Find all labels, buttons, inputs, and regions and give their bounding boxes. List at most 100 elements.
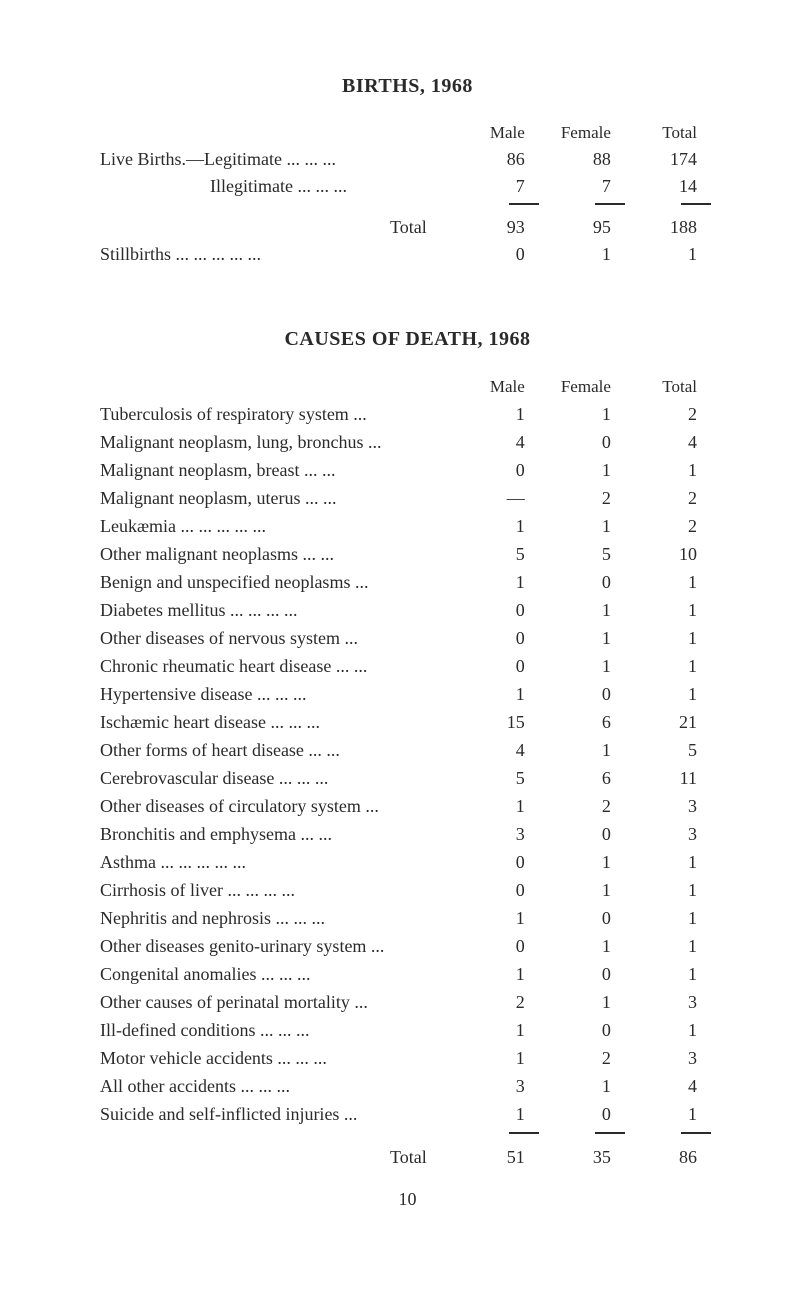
cell-male: 0 bbox=[457, 848, 543, 876]
cell-female: 0 bbox=[543, 568, 629, 596]
cell-female: 2 bbox=[543, 1044, 629, 1072]
cell-female: 1 bbox=[543, 596, 629, 624]
cell-total: 11 bbox=[629, 764, 715, 792]
table-row: Asthma ... ... ... ... ...011 bbox=[100, 848, 715, 876]
cell-male: 1 bbox=[457, 1100, 543, 1128]
causes-title: CAUSES OF DEATH, 1968 bbox=[100, 328, 715, 351]
cell-female: 2 bbox=[543, 792, 629, 820]
table-row: Cerebrovascular disease ... ... ...5611 bbox=[100, 764, 715, 792]
cell-male: 5 bbox=[457, 540, 543, 568]
cell-male: 7 bbox=[457, 173, 543, 200]
total-label: Total bbox=[100, 1143, 457, 1171]
cell-total: 1 bbox=[629, 1016, 715, 1044]
cell-total: 1 bbox=[629, 848, 715, 876]
row-label: Other diseases genito-urinary system ... bbox=[100, 932, 457, 960]
header-female: Female bbox=[543, 120, 629, 146]
cell-male: 3 bbox=[457, 1072, 543, 1100]
table-row: Other causes of perinatal mortality ...2… bbox=[100, 988, 715, 1016]
cell-female: 1 bbox=[543, 932, 629, 960]
cell-total: 3 bbox=[629, 792, 715, 820]
cell-male: 2 bbox=[457, 988, 543, 1016]
births-header-row: Male Female Total bbox=[100, 120, 715, 146]
header-male: Male bbox=[457, 120, 543, 146]
row-label: Other malignant neoplasms ... ... bbox=[100, 540, 457, 568]
cell-female: 6 bbox=[543, 764, 629, 792]
table-row: Benign and unspecified neoplasms ...101 bbox=[100, 568, 715, 596]
table-row: Chronic rheumatic heart disease ... ...0… bbox=[100, 652, 715, 680]
row-label: Benign and unspecified neoplasms ... bbox=[100, 568, 457, 596]
row-label: Chronic rheumatic heart disease ... ... bbox=[100, 652, 457, 680]
table-row: Ischæmic heart disease ... ... ...15621 bbox=[100, 708, 715, 736]
total-male: 93 bbox=[457, 214, 543, 241]
header-male: Male bbox=[457, 373, 543, 400]
row-label: Hypertensive disease ... ... ... bbox=[100, 680, 457, 708]
cell-female: 0 bbox=[543, 680, 629, 708]
table-row: Congenital anomalies ... ... ...101 bbox=[100, 960, 715, 988]
rule-cell bbox=[629, 1128, 715, 1143]
table-row: Nephritis and nephrosis ... ... ...101 bbox=[100, 904, 715, 932]
row-label: Bronchitis and emphysema ... ... bbox=[100, 820, 457, 848]
table-row: Other diseases genito-urinary system ...… bbox=[100, 932, 715, 960]
cell-total: 5 bbox=[629, 736, 715, 764]
cell-male: 0 bbox=[457, 596, 543, 624]
cell-male: 1 bbox=[457, 568, 543, 596]
cell-male: 3 bbox=[457, 820, 543, 848]
header-total: Total bbox=[629, 373, 715, 400]
cell-male: 1 bbox=[457, 680, 543, 708]
cell-total: 1 bbox=[629, 241, 715, 268]
rule-row bbox=[100, 200, 715, 214]
row-label: Malignant neoplasm, uterus ... ... bbox=[100, 484, 457, 512]
cell-female: 5 bbox=[543, 540, 629, 568]
cell-female: 1 bbox=[543, 624, 629, 652]
total-male: 51 bbox=[457, 1143, 543, 1171]
rule-icon bbox=[681, 1132, 711, 1134]
cell-female: 0 bbox=[543, 820, 629, 848]
cell-total: 1 bbox=[629, 904, 715, 932]
table-row: Ill-defined conditions ... ... ...101 bbox=[100, 1016, 715, 1044]
births-title: BIRTHS, 1968 bbox=[100, 75, 715, 98]
cell-female: 1 bbox=[543, 456, 629, 484]
row-label: Ischæmic heart disease ... ... ... bbox=[100, 708, 457, 736]
stillbirths-row: Stillbirths ... ... ... ... ... 0 1 1 bbox=[100, 241, 715, 268]
total-total: 188 bbox=[629, 214, 715, 241]
rule-row bbox=[100, 1128, 715, 1143]
rule-icon bbox=[595, 203, 625, 205]
cell-female: 0 bbox=[543, 1016, 629, 1044]
cell-total: 1 bbox=[629, 456, 715, 484]
empty-cell bbox=[100, 1128, 457, 1143]
cell-male: 4 bbox=[457, 736, 543, 764]
total-female: 95 bbox=[543, 214, 629, 241]
total-female: 35 bbox=[543, 1143, 629, 1171]
row-label: Suicide and self-inflicted injuries ... bbox=[100, 1100, 457, 1128]
cell-total: 1 bbox=[629, 960, 715, 988]
header-female: Female bbox=[543, 373, 629, 400]
table-row: Tuberculosis of respiratory system ...11… bbox=[100, 400, 715, 428]
table-row: Other forms of heart disease ... ...415 bbox=[100, 736, 715, 764]
table-row: Other diseases of circulatory system ...… bbox=[100, 792, 715, 820]
cell-total: 1 bbox=[629, 624, 715, 652]
cell-female: 1 bbox=[543, 988, 629, 1016]
table-row: Leukæmia ... ... ... ... ...112 bbox=[100, 512, 715, 540]
cell-male: 0 bbox=[457, 652, 543, 680]
cell-female: 1 bbox=[543, 848, 629, 876]
row-label: Malignant neoplasm, lung, bronchus ... bbox=[100, 428, 457, 456]
cell-total: 1 bbox=[629, 932, 715, 960]
rule-cell bbox=[543, 1128, 629, 1143]
row-label: Nephritis and nephrosis ... ... ... bbox=[100, 904, 457, 932]
empty-cell bbox=[100, 373, 457, 400]
row-label: Cirrhosis of liver ... ... ... ... bbox=[100, 876, 457, 904]
cell-total: 1 bbox=[629, 1100, 715, 1128]
rule-icon bbox=[681, 203, 711, 205]
rule-icon bbox=[509, 1132, 539, 1134]
cell-male: 1 bbox=[457, 960, 543, 988]
cell-male: 0 bbox=[457, 624, 543, 652]
cell-total: 3 bbox=[629, 1044, 715, 1072]
cell-male: 0 bbox=[457, 932, 543, 960]
cell-male: 1 bbox=[457, 1016, 543, 1044]
row-label: Leukæmia ... ... ... ... ... bbox=[100, 512, 457, 540]
table-row: Other malignant neoplasms ... ...5510 bbox=[100, 540, 715, 568]
cell-total: 1 bbox=[629, 680, 715, 708]
row-label: Stillbirths ... ... ... ... ... bbox=[100, 241, 457, 268]
cell-male: 5 bbox=[457, 764, 543, 792]
empty-cell bbox=[100, 120, 457, 146]
